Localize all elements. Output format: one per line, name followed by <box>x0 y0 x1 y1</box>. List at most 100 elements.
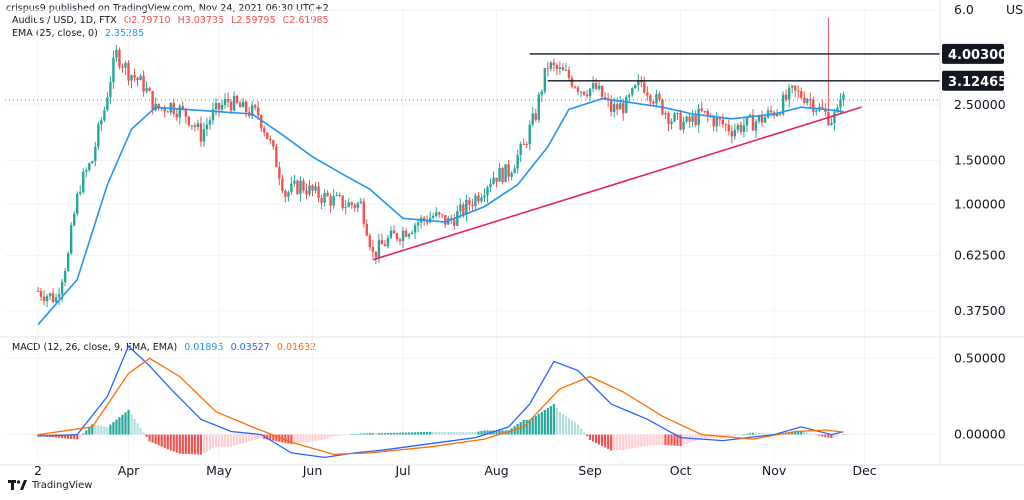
candle-body <box>579 91 583 93</box>
symbol-label[interactable]: Audius / USD, 1D, FTX <box>12 15 117 26</box>
candle-body <box>69 225 73 254</box>
candle-body <box>809 99 812 101</box>
histogram-bar <box>178 434 181 454</box>
candle-body <box>208 120 212 125</box>
histogram-bar <box>91 424 94 435</box>
candle-body <box>48 293 52 297</box>
chart-grid <box>5 9 940 462</box>
candle-body <box>830 123 833 125</box>
candle-body <box>100 120 103 125</box>
candle-body <box>531 113 534 125</box>
candle-body <box>667 113 670 124</box>
candle-body <box>588 88 592 97</box>
candle-body <box>625 96 628 114</box>
histogram-bar <box>836 434 839 437</box>
histogram-bar <box>136 423 139 435</box>
histogram-bar <box>818 434 821 436</box>
histogram-bar <box>573 422 577 435</box>
candle-body <box>612 104 616 112</box>
histogram-bar <box>184 434 187 454</box>
candle-body <box>103 110 106 121</box>
histogram-bar <box>284 434 287 443</box>
candle-body <box>57 294 61 298</box>
candle-body <box>260 115 263 129</box>
ema-line <box>37 97 844 326</box>
histogram-bar <box>254 434 257 440</box>
histogram-bar <box>643 434 646 447</box>
histogram-bar <box>130 414 133 435</box>
candle-body <box>637 80 640 86</box>
histogram-bar <box>407 432 411 435</box>
histogram-bar <box>97 425 100 435</box>
time-tick-label: 2 <box>34 463 42 478</box>
histogram-bar <box>311 434 314 442</box>
macd-tick-label: 0.00000 <box>954 427 1006 442</box>
histogram-bar <box>341 434 344 436</box>
candle-body <box>238 102 242 108</box>
histogram-bar <box>275 434 278 442</box>
candle-body <box>377 240 381 258</box>
tradingview-footer[interactable]: TradingView <box>8 480 92 491</box>
histogram-bar <box>682 434 685 446</box>
candle-body <box>724 124 728 126</box>
candle-body <box>323 192 326 203</box>
candle-body <box>91 161 94 164</box>
histogram-bar <box>447 431 450 435</box>
histogram-bar <box>676 434 679 446</box>
candle-body <box>371 247 375 252</box>
candle-body <box>356 203 359 208</box>
candle-body <box>290 183 293 193</box>
histogram-bar <box>763 433 767 435</box>
histogram-bar <box>410 432 414 435</box>
histogram-bar <box>362 433 365 435</box>
histogram-bar <box>193 434 196 455</box>
candle-body <box>525 143 528 145</box>
histogram-bar <box>205 434 209 452</box>
histogram-bar <box>266 434 269 440</box>
ema-label[interactable]: EMA (25, close, 0) <box>12 28 98 39</box>
candle-body <box>655 93 658 104</box>
histogram-bar <box>368 433 371 435</box>
histogram-bar <box>106 427 109 435</box>
time-tick-label: Oct <box>670 463 692 478</box>
candle-body <box>39 291 43 297</box>
histogram-bar <box>438 431 441 435</box>
candle-body <box>82 171 85 193</box>
candle-body <box>193 125 197 128</box>
histogram-bar <box>685 434 688 445</box>
histogram-bar <box>591 434 595 442</box>
candle-body <box>712 117 715 127</box>
histogram-bar <box>196 434 199 455</box>
candle-body <box>763 117 767 123</box>
candle-body <box>398 239 402 242</box>
histogram-bar <box>245 434 248 443</box>
histogram-bar <box>495 430 498 435</box>
level-label: 4.00300 <box>948 48 1007 63</box>
ema-value: 2.35285 <box>104 28 145 39</box>
histogram-bar <box>537 413 540 435</box>
candle-body <box>474 195 477 207</box>
macd-label[interactable]: MACD (12, 26, close, 9, EMA, EMA) <box>12 342 178 353</box>
candle-body <box>187 116 191 126</box>
histogram-bar <box>827 434 830 438</box>
histogram-bar <box>694 434 697 441</box>
candle-body <box>205 124 209 130</box>
histogram-bar <box>296 434 299 444</box>
candle-body <box>302 180 305 191</box>
candle-body <box>616 104 619 110</box>
support-trendline <box>372 106 862 261</box>
histogram-bar <box>555 408 558 435</box>
histogram-bar <box>582 432 586 435</box>
histogram-bar <box>658 434 661 445</box>
candle-body <box>235 95 239 103</box>
histogram-bar <box>88 427 91 435</box>
candle-body <box>582 91 586 95</box>
candle-body <box>425 220 429 223</box>
histogram-bar <box>652 434 655 446</box>
histogram-bar <box>190 434 193 455</box>
candle-body <box>202 129 206 142</box>
histogram-bar <box>148 434 151 442</box>
histogram-bar <box>670 434 673 446</box>
candle-body <box>130 75 133 81</box>
